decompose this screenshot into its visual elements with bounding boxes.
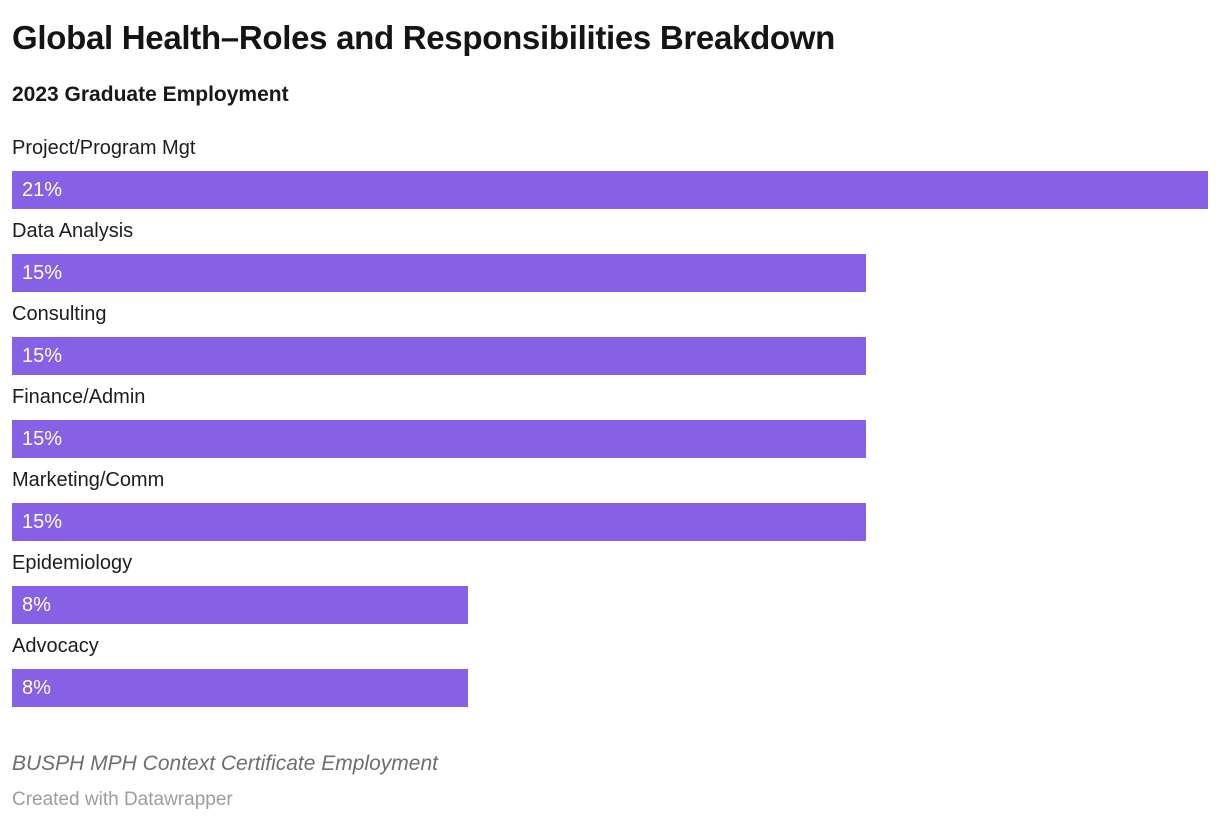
bar-row: Consulting 15% (12, 300, 1208, 375)
bar[interactable]: 8% (12, 586, 468, 624)
chart-title: Global Health–Roles and Responsibilities… (12, 19, 836, 56)
bar[interactable]: 15% (12, 254, 867, 292)
bar[interactable]: 21% (12, 171, 1208, 209)
bar[interactable]: 8% (12, 669, 468, 707)
bar-row: Data Analysis 15% (12, 217, 1208, 292)
bar-row: Project/Program Mgt 21% (12, 134, 1208, 209)
bar-chart: Project/Program Mgt 21% Data Analysis 15% Co… (12, 134, 1208, 707)
value-label: 15% (22, 261, 63, 284)
bar[interactable]: 15% (12, 503, 867, 541)
bar-row: Epidemiology 8% (12, 549, 1208, 624)
category-label: Advocacy (12, 635, 99, 657)
bar-row: Advocacy 8% (12, 632, 1208, 707)
bar[interactable]: 15% (12, 337, 867, 375)
value-label: 15% (22, 510, 63, 533)
category-label: Data Analysis (12, 220, 134, 242)
category-label: Consulting (12, 303, 107, 325)
value-label: 8% (22, 593, 51, 616)
category-label: Marketing/Comm (12, 469, 165, 491)
chart-subtitle: 2023 Graduate Employment (12, 83, 289, 106)
category-label: Project/Program Mgt (12, 137, 196, 159)
value-label: 21% (22, 178, 63, 201)
chart-container: Global Health–Roles and Responsibilities… (12, 19, 1208, 812)
value-label: 15% (22, 344, 63, 367)
datawrapper-attribution-link[interactable]: Created with Datawrapper (12, 789, 233, 810)
value-label: 15% (22, 427, 63, 450)
value-label: 8% (22, 676, 51, 699)
chart-footer: BUSPH MPH Context Certificate Employment… (12, 751, 1208, 812)
category-label: Epidemiology (12, 552, 133, 574)
footnote: BUSPH MPH Context Certificate Employment (12, 752, 438, 775)
category-label: Finance/Admin (12, 386, 146, 408)
bar[interactable]: 15% (12, 420, 867, 458)
bar-row: Marketing/Comm 15% (12, 466, 1208, 541)
bar-row: Finance/Admin 15% (12, 383, 1208, 458)
